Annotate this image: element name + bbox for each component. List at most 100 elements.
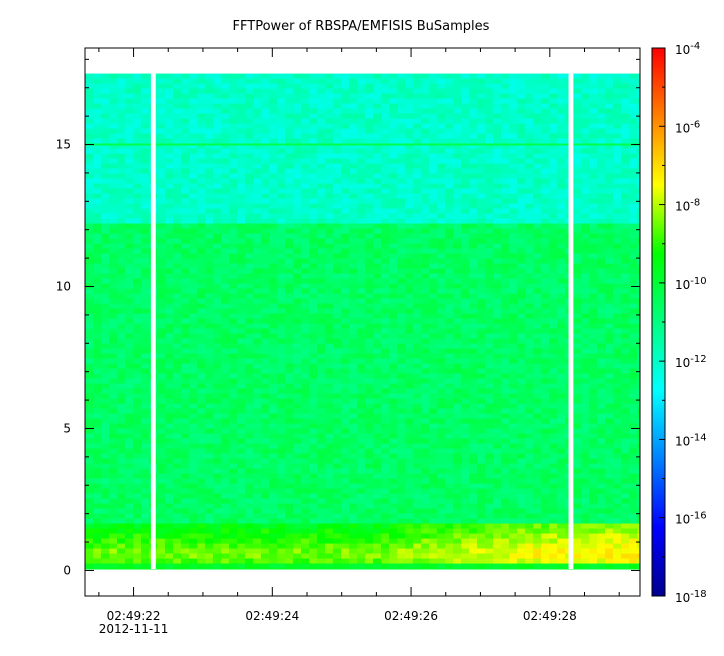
heat-cell xyxy=(317,333,326,340)
heat-cell xyxy=(165,273,174,280)
heat-cell xyxy=(173,108,182,115)
heat-cell xyxy=(605,78,614,85)
heat-cell xyxy=(357,173,366,180)
heat-cell xyxy=(397,218,406,225)
heat-cell xyxy=(165,78,174,85)
heat-cell xyxy=(301,343,310,350)
heat-cell xyxy=(93,138,102,145)
heat-cell xyxy=(373,83,382,90)
heat-cell xyxy=(381,153,390,160)
heat-cell xyxy=(589,178,598,185)
heat-cell xyxy=(213,223,222,230)
heat-cell xyxy=(421,233,430,240)
heat-cell xyxy=(237,123,246,130)
heat-cell xyxy=(509,83,518,90)
heat-cell xyxy=(317,413,326,420)
heat-cell xyxy=(285,218,294,225)
heat-cell xyxy=(637,353,640,360)
heat-cell xyxy=(365,178,374,185)
heat-cell xyxy=(509,343,518,350)
heat-cell xyxy=(469,238,478,245)
heat-cell xyxy=(349,78,358,85)
heat-cell xyxy=(181,353,190,360)
heat-cell xyxy=(165,288,174,295)
heat-cell xyxy=(549,228,558,235)
heat-cell xyxy=(333,288,342,295)
heat-cell xyxy=(389,393,398,400)
heat-cell xyxy=(589,198,598,205)
heat-cell xyxy=(517,208,526,215)
heat-cell xyxy=(581,423,590,430)
heat-cell xyxy=(437,178,446,185)
heat-cell xyxy=(413,403,422,410)
heat-cell xyxy=(493,78,502,85)
heat-cell xyxy=(213,133,222,140)
heat-cell xyxy=(429,363,438,370)
heat-cell xyxy=(445,173,454,180)
heat-cell xyxy=(333,293,342,300)
heat-cell xyxy=(493,248,502,255)
heat-cell xyxy=(85,183,94,190)
heat-cell xyxy=(349,88,358,95)
heat-cell xyxy=(109,148,118,155)
heat-cell xyxy=(109,413,118,420)
heat-cell xyxy=(101,138,110,145)
heat-cell xyxy=(245,373,254,380)
heat-cell xyxy=(613,143,622,150)
heat-cell xyxy=(485,138,494,145)
heat-cell xyxy=(453,368,462,375)
heat-cell xyxy=(197,233,206,240)
heat-cell xyxy=(405,318,414,325)
heat-cell xyxy=(541,148,550,155)
heat-cell xyxy=(589,378,598,385)
heat-cell xyxy=(133,73,142,80)
heat-cell xyxy=(637,373,640,380)
heat-cell xyxy=(637,288,640,295)
heat-cell xyxy=(189,123,198,130)
heat-cell xyxy=(205,173,214,180)
heat-cell xyxy=(389,423,398,430)
heat-cell xyxy=(317,128,326,135)
heat-cell xyxy=(501,378,510,385)
heat-cell xyxy=(309,358,318,365)
heat-cell xyxy=(205,78,214,85)
heat-cell xyxy=(469,228,478,235)
heat-cell xyxy=(373,128,382,135)
heat-cell xyxy=(373,118,382,125)
heat-cell xyxy=(469,298,478,305)
heat-cell xyxy=(221,328,230,335)
heat-cell xyxy=(189,393,198,400)
heat-cell xyxy=(341,138,350,145)
heat-cell xyxy=(445,258,454,265)
heat-cell xyxy=(213,148,222,155)
heat-cell xyxy=(629,73,638,80)
heat-cell xyxy=(597,133,606,140)
heat-cell xyxy=(357,128,366,135)
heat-cell xyxy=(485,418,494,425)
heat-cell xyxy=(277,348,286,355)
heat-cell xyxy=(101,358,110,365)
heat-cell xyxy=(541,298,550,305)
heat-cell xyxy=(541,163,550,170)
heat-cell xyxy=(101,303,110,310)
heat-cell xyxy=(133,148,142,155)
heat-cell xyxy=(605,98,614,105)
heat-cell xyxy=(469,198,478,205)
heat-cell xyxy=(493,193,502,200)
heat-cell xyxy=(397,108,406,115)
heat-cell xyxy=(309,278,318,285)
heat-cell xyxy=(309,218,318,225)
heat-cell xyxy=(253,408,262,415)
heat-cell xyxy=(373,138,382,145)
heat-cell xyxy=(189,253,198,260)
heat-cell xyxy=(269,348,278,355)
heat-cell xyxy=(581,313,590,320)
heat-cell xyxy=(413,168,422,175)
heat-cell xyxy=(533,333,542,340)
heat-cell xyxy=(301,413,310,420)
heat-cell xyxy=(629,203,638,210)
heat-cell xyxy=(317,113,326,120)
heat-cell xyxy=(533,343,542,350)
heat-cell xyxy=(157,188,166,195)
heat-cell xyxy=(557,178,566,185)
